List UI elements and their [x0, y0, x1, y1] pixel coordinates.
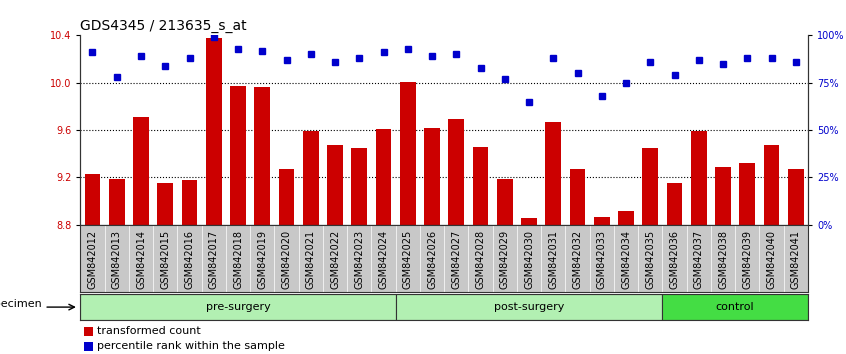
Text: GSM842027: GSM842027 [451, 230, 461, 290]
Bar [497, 179, 513, 225]
Bar [662, 294, 808, 320]
Text: GSM842036: GSM842036 [669, 230, 679, 289]
Bar [278, 169, 294, 225]
Bar [84, 342, 93, 351]
Text: GSM842019: GSM842019 [257, 230, 267, 289]
Text: GSM842040: GSM842040 [766, 230, 777, 289]
Text: GSM842025: GSM842025 [403, 230, 413, 290]
Bar [691, 131, 706, 225]
Bar [206, 38, 222, 225]
Text: specimen: specimen [0, 299, 41, 309]
Bar [594, 217, 610, 225]
Text: GSM842021: GSM842021 [305, 230, 316, 289]
Text: transformed count: transformed count [96, 326, 201, 336]
Text: GSM842013: GSM842013 [112, 230, 122, 289]
Bar [764, 145, 779, 225]
Bar [521, 218, 537, 225]
Bar [85, 174, 101, 225]
Text: GSM842014: GSM842014 [136, 230, 146, 289]
Text: GSM842039: GSM842039 [742, 230, 752, 289]
Text: GSM842026: GSM842026 [427, 230, 437, 289]
Text: GSM842020: GSM842020 [282, 230, 292, 289]
Text: GSM842032: GSM842032 [573, 230, 583, 289]
Bar [546, 122, 561, 225]
Text: pre-surgery: pre-surgery [206, 302, 271, 312]
Text: GSM842035: GSM842035 [645, 230, 656, 289]
Bar [667, 183, 683, 225]
Text: GSM842023: GSM842023 [354, 230, 365, 289]
Bar [400, 81, 415, 225]
Text: GSM842015: GSM842015 [160, 230, 170, 289]
Bar [448, 119, 464, 225]
Text: GSM842033: GSM842033 [596, 230, 607, 289]
Bar [739, 163, 755, 225]
Text: GSM842037: GSM842037 [694, 230, 704, 289]
Text: GSM842022: GSM842022 [330, 230, 340, 290]
Bar [569, 169, 585, 225]
Bar [255, 87, 270, 225]
Text: post-surgery: post-surgery [494, 302, 564, 312]
Text: GSM842012: GSM842012 [87, 230, 97, 289]
Text: GSM842016: GSM842016 [184, 230, 195, 289]
Bar [230, 86, 246, 225]
Text: GSM842017: GSM842017 [209, 230, 219, 289]
Bar [618, 211, 634, 225]
Text: GSM842018: GSM842018 [233, 230, 243, 289]
Text: GSM842034: GSM842034 [621, 230, 631, 289]
Bar [473, 147, 488, 225]
Text: GSM842024: GSM842024 [378, 230, 388, 289]
Bar [133, 117, 149, 225]
Bar [642, 148, 658, 225]
Text: GSM842031: GSM842031 [548, 230, 558, 289]
Bar [376, 129, 392, 225]
Bar [715, 167, 731, 225]
Bar [84, 327, 93, 336]
Bar [80, 294, 396, 320]
Bar [424, 128, 440, 225]
Text: GSM842038: GSM842038 [718, 230, 728, 289]
Bar [788, 169, 804, 225]
Bar [396, 294, 662, 320]
Text: GSM842029: GSM842029 [500, 230, 510, 289]
Bar [351, 148, 367, 225]
Bar [109, 179, 124, 225]
Bar [182, 180, 197, 225]
Text: GSM842030: GSM842030 [524, 230, 534, 289]
Text: GSM842028: GSM842028 [475, 230, 486, 289]
Bar [303, 131, 319, 225]
Text: GSM842041: GSM842041 [791, 230, 801, 289]
Text: GDS4345 / 213635_s_at: GDS4345 / 213635_s_at [80, 19, 247, 33]
Text: control: control [716, 302, 755, 312]
Text: percentile rank within the sample: percentile rank within the sample [96, 341, 284, 352]
Bar [327, 145, 343, 225]
Bar [157, 183, 173, 225]
